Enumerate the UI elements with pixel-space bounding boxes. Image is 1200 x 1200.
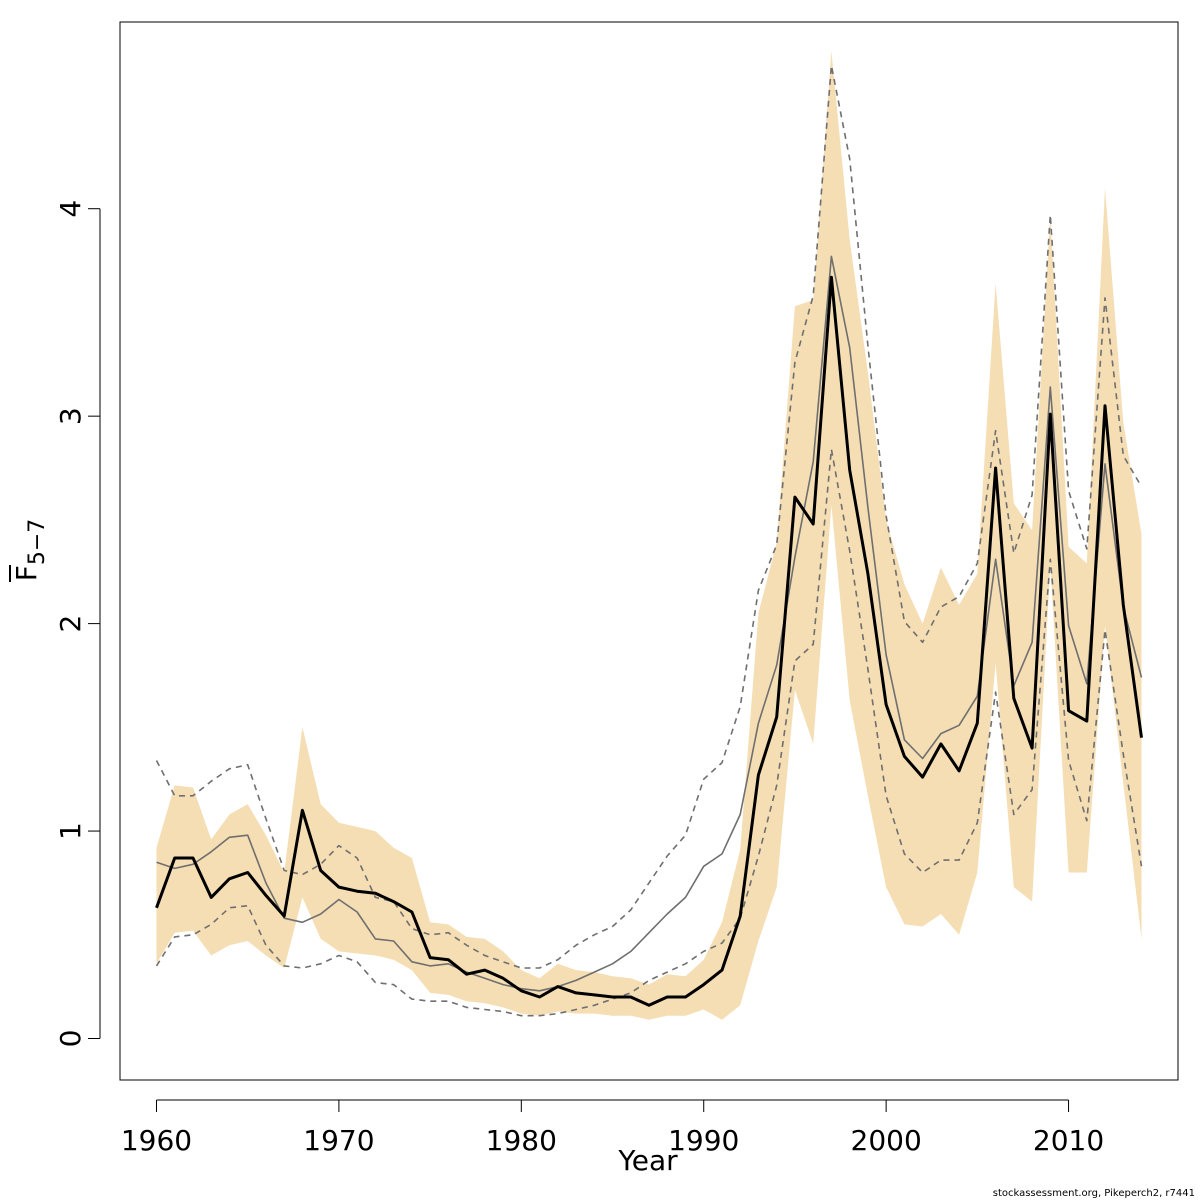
x-tick-label: 1960 <box>121 1124 192 1157</box>
x-axis: 1960 1970 1980 1990 2000 2010 <box>121 1099 1104 1157</box>
plot-frame <box>119 21 1179 1081</box>
x-tick-label: 1990 <box>668 1124 739 1157</box>
series-line-gray-solid <box>156 255 1143 992</box>
y-axis: 0 1 2 3 4 <box>54 200 101 1048</box>
y-tick-label: 0 <box>54 1030 87 1048</box>
series-line-estimate <box>155 275 1143 1007</box>
credit-text: stockassessment.org, Pikeperch2, r7441 <box>993 1188 1195 1199</box>
x-axis-title: Year <box>617 1144 678 1177</box>
series-line-gray-dashed-lower <box>155 448 1143 1017</box>
confidence-band-layer <box>156 51 1142 1020</box>
confidence-band <box>156 51 1142 1020</box>
y-axis-title: F5−7 <box>10 519 50 582</box>
y-tick-label: 3 <box>54 407 87 425</box>
y-tick-label: 2 <box>54 615 87 633</box>
y-tick-label: 4 <box>54 200 87 218</box>
x-tick-label: 1970 <box>303 1124 374 1157</box>
series-line-gray-dashed-upper <box>155 64 1143 969</box>
x-tick-label: 1980 <box>486 1124 557 1157</box>
x-tick-label: 2000 <box>851 1124 922 1157</box>
x-tick-label: 2010 <box>1033 1124 1104 1157</box>
series-layer <box>155 64 1143 1017</box>
y-axis-title-main: F <box>10 565 43 581</box>
y-tick-label: 1 <box>54 822 87 840</box>
y-axis-title-sub: 5−7 <box>25 519 50 565</box>
